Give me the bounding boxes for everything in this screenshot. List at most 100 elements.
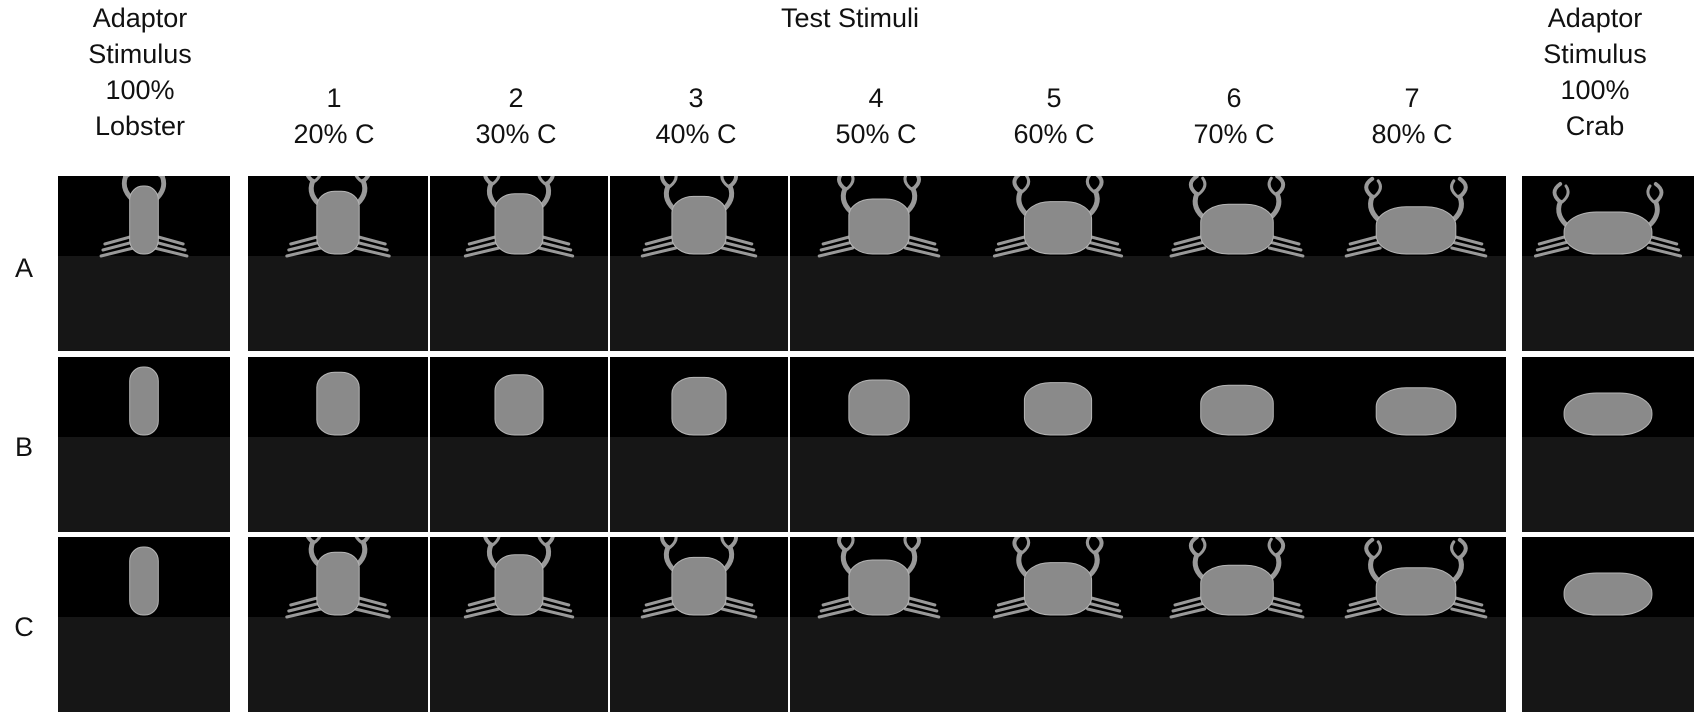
- stimulus-cell-c-7: [1148, 537, 1326, 712]
- stimulus-cell-a-8: [1326, 176, 1506, 351]
- adaptor-right-line-1: Adaptor: [1547, 3, 1643, 33]
- stimulus-cell-c-9: [1522, 537, 1694, 712]
- test-stimuli-title: Test Stimuli: [780, 3, 920, 33]
- stimulus-image: [1522, 176, 1694, 351]
- stimulus-image: [1148, 357, 1326, 532]
- column-number: 6: [1226, 83, 1242, 113]
- stimulus-body: [129, 366, 159, 436]
- crab-legs-and-claws: [1533, 182, 1683, 258]
- stimulus-cell-c-1: [58, 537, 230, 712]
- crab-legs-and-claws: [992, 537, 1124, 619]
- stimulus-body: [1200, 564, 1274, 616]
- column-percent: 50% C: [835, 119, 917, 149]
- stimulus-body: [1023, 382, 1093, 436]
- column-number: 5: [1046, 83, 1062, 113]
- stimulus-image: [968, 357, 1148, 532]
- stimulus-body: [1375, 567, 1457, 616]
- column-percent: 60% C: [1013, 119, 1095, 149]
- stimulus-image: [248, 357, 428, 532]
- row-label-c: C: [14, 612, 34, 642]
- row-label-a: A: [14, 253, 33, 283]
- column-percent: 20% C: [293, 119, 375, 149]
- stimulus-body: [671, 376, 727, 436]
- stimulus-image: [1326, 176, 1506, 351]
- column-number: 7: [1404, 83, 1420, 113]
- stimulus-body: [848, 559, 910, 616]
- stimulus-image: [1522, 537, 1694, 712]
- stimulus-body: [1563, 392, 1653, 436]
- stimulus-cell-b-4: [610, 357, 788, 532]
- crab-legs-and-claws: [992, 176, 1124, 258]
- stimulus-cell-a-2: [248, 176, 428, 351]
- crab-legs-and-claws: [817, 176, 941, 258]
- stimulus-cell-b-5: [790, 357, 968, 532]
- stimulus-cell-a-3: [430, 176, 608, 351]
- stimulus-body: [671, 556, 727, 616]
- adaptor-left-line-1: Adaptor: [92, 3, 188, 33]
- stimulus-cell-b-2: [248, 357, 428, 532]
- stimulus-cell-b-7: [1148, 357, 1326, 532]
- column-header: 5 60% C: [968, 80, 1140, 152]
- adaptor-right-line-4: Crab: [1565, 111, 1625, 141]
- stimulus-body: [848, 379, 910, 436]
- stimulus-body: [316, 551, 360, 616]
- adaptor-right-line-2: Stimulus: [1543, 39, 1647, 69]
- stimulus-body: [1563, 211, 1653, 255]
- stimulus-cell-a-5: [790, 176, 968, 351]
- stimulus-body: [129, 185, 159, 255]
- stimulus-cell-c-6: [968, 537, 1148, 712]
- stimulus-image: [1522, 357, 1694, 532]
- stimulus-image: [58, 176, 230, 351]
- stimulus-image: [790, 357, 968, 532]
- stimulus-body: [1200, 203, 1274, 255]
- stimulus-body: [494, 193, 544, 255]
- stimulus-image: [790, 176, 968, 351]
- column-number: 4: [868, 83, 884, 113]
- stimulus-cell-c-5: [790, 537, 968, 712]
- column-header: 7 80% C: [1326, 80, 1498, 152]
- stimulus-image: [790, 537, 968, 712]
- stimulus-body: [129, 546, 159, 616]
- stimulus-body: [494, 374, 544, 436]
- stimulus-cell-c-8: [1326, 537, 1506, 712]
- stimulus-cell-c-4: [610, 537, 788, 712]
- stimulus-cell-a-1: [58, 176, 230, 351]
- column-percent: 30% C: [475, 119, 557, 149]
- column-percent: 40% C: [655, 119, 737, 149]
- adaptor-left-line-3: 100%: [105, 75, 175, 105]
- stimulus-body: [1563, 572, 1653, 616]
- stimulus-body: [1375, 206, 1457, 255]
- stimulus-body: [316, 371, 360, 436]
- stimulus-cell-c-2: [248, 537, 428, 712]
- stimulus-body: [1200, 384, 1274, 436]
- stimulus-image: [430, 357, 608, 532]
- stimulus-body: [848, 198, 910, 255]
- stimulus-body: [1375, 387, 1457, 436]
- stimulus-cell-b-9: [1522, 357, 1694, 532]
- column-header: 3 40% C: [610, 80, 782, 152]
- adaptor-right-header: Adaptor Stimulus 100% Crab: [1495, 0, 1695, 144]
- stimulus-body: [671, 195, 727, 255]
- adaptor-left-line-2: Stimulus: [88, 39, 192, 69]
- stimulus-image: [1148, 176, 1326, 351]
- stimulus-image: [58, 537, 230, 712]
- stimulus-cell-c-3: [430, 537, 608, 712]
- stimulus-cell-a-6: [968, 176, 1148, 351]
- column-number: 2: [508, 83, 524, 113]
- stimulus-cell-b-8: [1326, 357, 1506, 532]
- column-header: 2 30% C: [430, 80, 602, 152]
- stimulus-image: [58, 357, 230, 532]
- adaptor-right-line-3: 100%: [1560, 75, 1630, 105]
- stimulus-image: [1326, 537, 1506, 712]
- stimulus-body: [1023, 562, 1093, 616]
- stimulus-cell-a-9: [1522, 176, 1694, 351]
- stimulus-image: [430, 537, 608, 712]
- adaptor-left-line-4: Lobster: [94, 111, 186, 141]
- column-number: 1: [326, 83, 342, 113]
- crab-legs-and-claws: [640, 537, 758, 619]
- column-number: 3: [688, 83, 704, 113]
- stimulus-image: [1148, 537, 1326, 712]
- stimulus-image: [968, 537, 1148, 712]
- stimulus-cell-a-7: [1148, 176, 1326, 351]
- column-header: 1 20% C: [248, 80, 420, 152]
